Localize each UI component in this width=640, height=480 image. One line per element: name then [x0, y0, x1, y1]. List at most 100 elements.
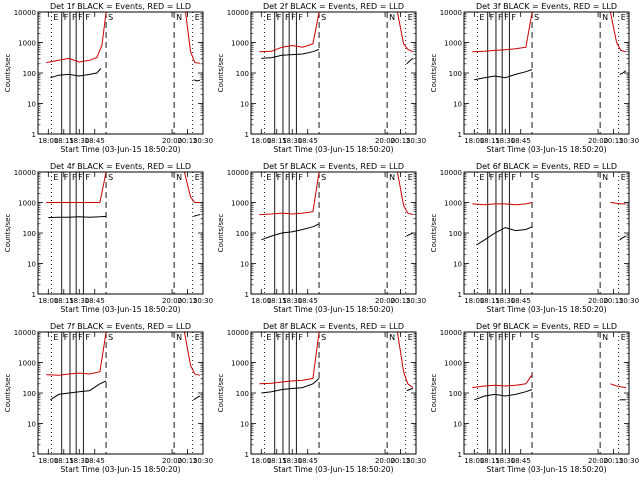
y-tick-label: 10	[240, 261, 249, 269]
marker-label-F: F	[291, 13, 296, 22]
marker-label-E: E	[53, 173, 58, 182]
x-tick-label: 18:00	[464, 457, 484, 465]
x-tick-label: 18:00	[464, 297, 484, 305]
marker-label-E: E	[266, 333, 271, 342]
marker-label-F: F	[504, 333, 509, 342]
y-tick-label: 1	[245, 131, 249, 139]
marker-label-E: E	[266, 13, 271, 22]
y-axis-label: Counts/sec	[430, 54, 438, 93]
marker-label-S: S	[534, 13, 539, 22]
marker-label-F: F	[490, 333, 495, 342]
y-tick-label: 10	[27, 261, 36, 269]
y-tick-label: 10	[240, 421, 249, 429]
x-tick-label: 18:30	[69, 297, 89, 305]
x-tick-label: 20:15	[603, 457, 623, 465]
x-tick-label: 20:15	[603, 297, 623, 305]
marker-label-F: F	[78, 13, 83, 22]
series-line-events	[193, 395, 201, 401]
x-axis-label: Start Time (03-Jun-15 18:50:20)	[61, 145, 181, 154]
x-tick-label: 18:15	[54, 297, 74, 305]
x-tick-label: 18:45	[298, 137, 318, 145]
x-tick-label: 18:00	[38, 137, 58, 145]
x-tick-label: 20:15	[177, 137, 197, 145]
y-axis-label: Counts/sec	[4, 374, 12, 413]
series-line-lld	[610, 383, 626, 389]
marker-label-F: F	[72, 333, 77, 342]
x-tick-label: 20:30	[193, 297, 213, 305]
y-axis-label: Counts/sec	[4, 54, 12, 93]
series-line-events	[193, 214, 201, 217]
marker-label-F: F	[291, 333, 296, 342]
series-line-events	[406, 232, 414, 237]
marker-label-E: E	[195, 173, 200, 182]
plot-frame	[463, 11, 630, 135]
plot-frame	[463, 171, 630, 295]
plot-frame	[37, 331, 204, 455]
y-tick-label: 1000	[18, 360, 36, 368]
marker-label-S: S	[108, 173, 113, 182]
marker-label-E: E	[479, 333, 484, 342]
x-tick-label: 18:30	[282, 137, 302, 145]
chart-panel-2: Det 2f BLACK = Events, RED = LLD 1 10 100 10…	[217, 2, 426, 154]
marker-label-N: N	[176, 13, 182, 22]
series-line-events	[261, 48, 320, 59]
x-tick-label: 18:00	[251, 137, 271, 145]
x-axis-label: Start Time (03-Jun-15 18:50:20)	[487, 305, 607, 314]
x-tick-label: 18:45	[85, 297, 105, 305]
series-line-lld	[46, 11, 107, 64]
x-tick-label: 18:45	[511, 297, 531, 305]
marker-label-E: E	[408, 333, 413, 342]
x-tick-label: 20:30	[406, 457, 426, 465]
marker-label-F: F	[490, 173, 495, 182]
marker-label-S: S	[321, 13, 326, 22]
chart-title: Det 7f BLACK = Events, RED = LLD	[50, 322, 191, 331]
marker-label-F: F	[85, 333, 90, 342]
chart-title: Det 6f BLACK = Events, RED = LLD	[476, 162, 617, 171]
y-tick-label: 10000	[440, 169, 462, 177]
x-axis-label: Start Time (03-Jun-15 18:50:20)	[61, 465, 181, 474]
x-tick-label: 20:00	[162, 457, 182, 465]
series-line-events	[48, 215, 107, 219]
chart-title: Det 3f BLACK = Events, RED = LLD	[476, 2, 617, 11]
series-line-lld	[610, 202, 626, 205]
plot-frame	[463, 331, 630, 455]
x-tick-label: 18:30	[495, 137, 515, 145]
y-tick-label: 10000	[227, 169, 249, 177]
series-line-events	[474, 389, 533, 401]
x-tick-label: 18:15	[267, 457, 287, 465]
y-axis-label: Counts/sec	[217, 54, 225, 93]
marker-label-F: F	[298, 333, 303, 342]
marker-label-F: F	[285, 173, 290, 182]
marker-label-F: F	[285, 13, 290, 22]
y-tick-label: 1	[458, 131, 462, 139]
x-tick-label: 18:00	[251, 297, 271, 305]
series-line-lld	[259, 11, 320, 53]
x-tick-label: 20:30	[193, 137, 213, 145]
y-tick-label: 10	[27, 421, 36, 429]
series-line-events	[476, 226, 533, 246]
y-tick-label: 100	[236, 230, 249, 238]
plot-frame	[37, 171, 204, 295]
x-axis-label: Start Time (03-Jun-15 18:50:20)	[274, 145, 394, 154]
series-line-events	[619, 70, 627, 75]
chart-panel-3: Det 3f BLACK = Events, RED = LLD 1 10 100 10…	[430, 2, 639, 154]
marker-label-F: F	[78, 333, 83, 342]
series-line-lld	[396, 11, 414, 53]
x-tick-label: 20:00	[588, 297, 608, 305]
x-tick-label: 20:00	[588, 457, 608, 465]
chart-panel-9: Det 9f BLACK = Events, RED = LLD 1 10 100 10…	[430, 322, 639, 474]
x-tick-label: 18:30	[282, 297, 302, 305]
marker-label-F: F	[490, 13, 495, 22]
series-line-events	[261, 223, 320, 241]
y-tick-label: 10	[453, 421, 462, 429]
y-tick-label: 1000	[231, 40, 249, 48]
y-tick-label: 100	[23, 230, 36, 238]
marker-label-E: E	[621, 333, 626, 342]
series-line-lld	[259, 331, 320, 385]
marker-label-E: E	[195, 333, 200, 342]
series-line-lld	[183, 331, 201, 376]
x-tick-label: 18:15	[480, 137, 500, 145]
marker-label-F: F	[64, 333, 69, 342]
y-tick-label: 10000	[227, 9, 249, 17]
series-line-events	[50, 380, 107, 401]
